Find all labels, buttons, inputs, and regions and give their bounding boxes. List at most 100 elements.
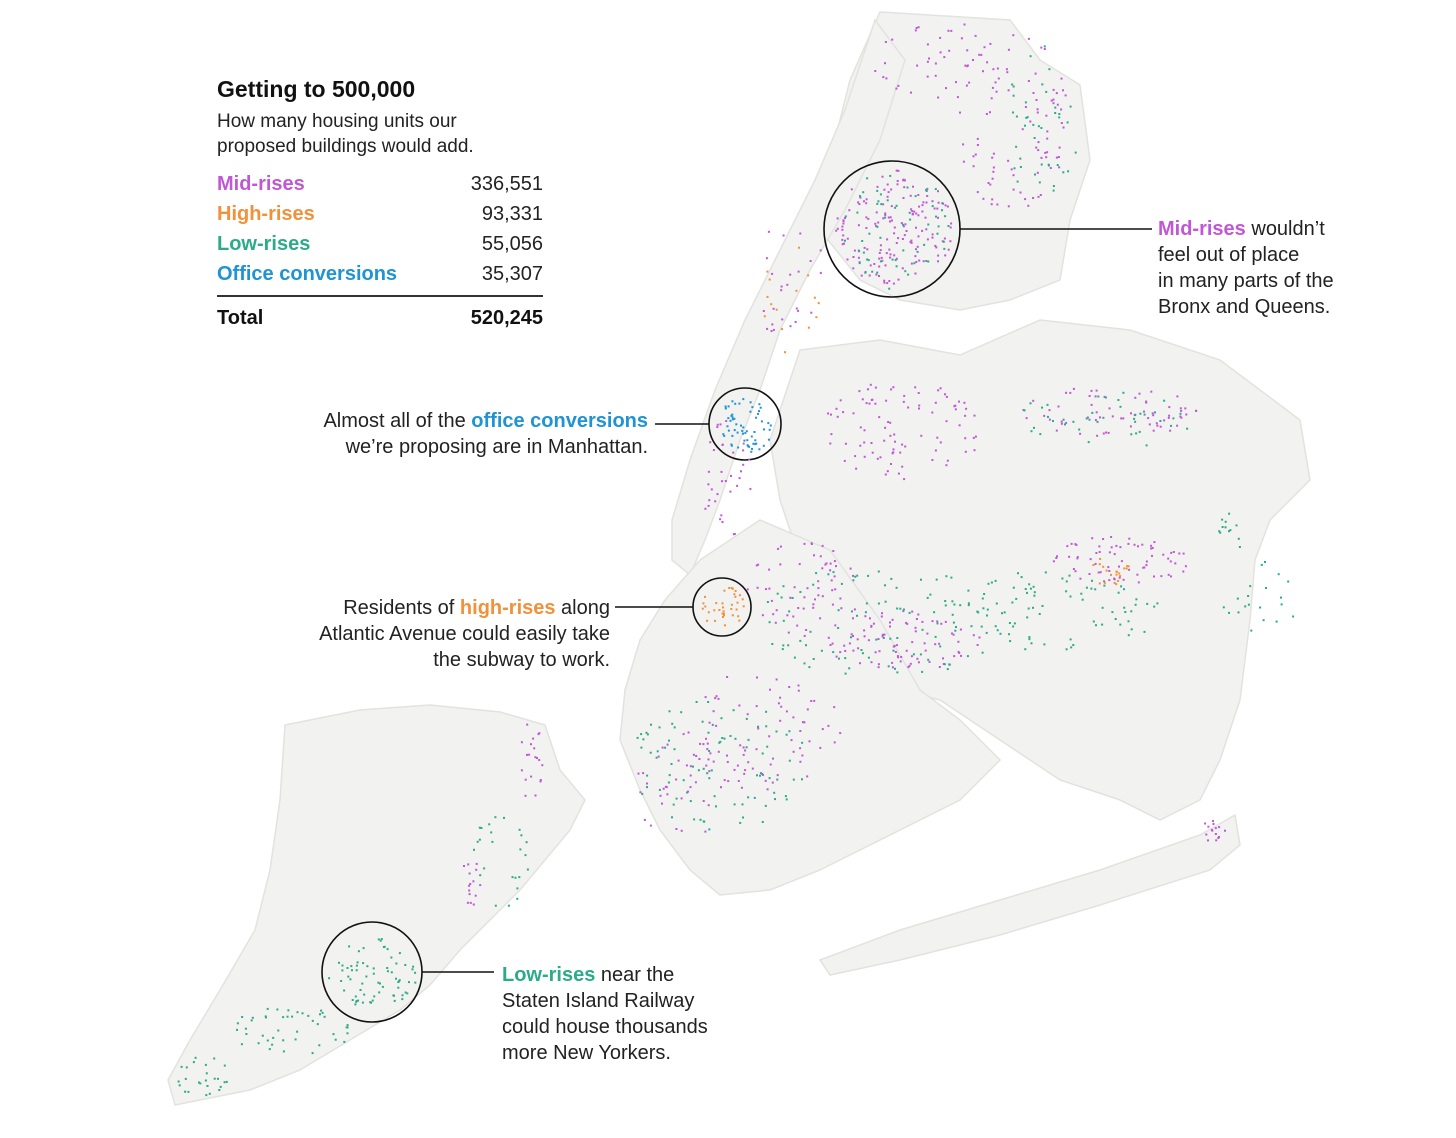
- building-dot-mid: [1108, 551, 1111, 554]
- building-dot-mid: [931, 411, 934, 414]
- building-dot-mid: [844, 217, 846, 219]
- building-dot-mid: [1145, 560, 1148, 563]
- building-dot-low: [936, 622, 939, 625]
- building-dot-low: [959, 604, 962, 607]
- building-dot-mid: [806, 775, 809, 778]
- building-dot-mid: [675, 828, 678, 830]
- building-dot-low: [348, 945, 351, 948]
- building-dot-mid: [1179, 415, 1182, 418]
- building-dot-mid: [526, 753, 528, 756]
- legend-rows: Mid-rises 336,551 High-rises 93,331 Low-…: [217, 169, 543, 289]
- building-dot-mid: [740, 786, 743, 789]
- building-dot-low: [927, 260, 930, 263]
- building-dot-mid: [1205, 833, 1208, 836]
- building-dot-low: [1250, 629, 1253, 632]
- building-dot-mid: [463, 865, 465, 867]
- building-dot-office: [767, 422, 770, 425]
- building-dot-low: [185, 1066, 188, 1069]
- building-dot-mid: [739, 744, 742, 747]
- building-dot-mid: [931, 200, 934, 203]
- building-dot-mid: [1046, 130, 1049, 133]
- building-dot-mid: [661, 746, 664, 749]
- building-dot-mid: [755, 705, 758, 708]
- building-dot-low: [1003, 611, 1006, 614]
- building-dot-mid: [863, 441, 866, 444]
- legend-total-value: 520,245: [470, 307, 543, 329]
- building-dot-low: [986, 608, 989, 611]
- building-dot-low: [670, 763, 673, 765]
- building-dot-low: [1015, 597, 1018, 600]
- building-dot-low: [261, 1034, 264, 1037]
- building-dot-mid: [884, 212, 887, 215]
- building-dot-low: [236, 1028, 238, 1031]
- building-dot-low: [673, 748, 676, 751]
- building-dot-mid: [870, 442, 873, 444]
- building-dot-mid: [680, 829, 683, 832]
- building-dot-mid: [797, 684, 800, 687]
- building-dot-low: [359, 989, 362, 991]
- building-dot-mid: [990, 97, 993, 100]
- building-dot-mid: [996, 203, 999, 206]
- building-dot-low: [332, 1033, 335, 1036]
- building-dot-mid: [926, 75, 929, 78]
- building-dot-low: [1224, 520, 1227, 523]
- building-dot-mid: [742, 753, 745, 756]
- building-dot-mid: [792, 615, 795, 618]
- building-dot-mid: [1097, 571, 1100, 574]
- building-dot-mid: [817, 587, 820, 590]
- building-dot-office: [767, 438, 770, 441]
- building-dot-mid: [534, 756, 537, 759]
- building-dot-low: [780, 596, 783, 599]
- annotation-midrise-line2: feel out of place: [1158, 244, 1300, 266]
- building-dot-low: [323, 1015, 326, 1018]
- building-dot-mid: [817, 594, 820, 597]
- building-dot-low: [473, 848, 475, 851]
- building-dot-low: [1218, 530, 1221, 533]
- annotation-lowrise: Low-rises near the Staten Island Railway…: [502, 962, 762, 1066]
- building-dot-high: [714, 619, 716, 622]
- building-dot-low: [192, 1061, 195, 1064]
- building-dot-mid: [841, 238, 844, 241]
- building-dot-low: [1094, 588, 1097, 591]
- building-dot-low: [282, 1039, 285, 1042]
- building-dot-mid: [707, 804, 710, 807]
- building-dot-mid: [926, 238, 929, 241]
- building-dot-mid: [854, 455, 857, 458]
- building-dot-low: [479, 874, 482, 877]
- building-dot-mid: [772, 328, 775, 331]
- building-dot-office: [768, 428, 771, 431]
- building-dot-mid: [877, 663, 880, 666]
- building-dot-low: [198, 1081, 200, 1084]
- building-dot-mid: [850, 633, 853, 636]
- building-dot-mid: [721, 480, 723, 483]
- building-dot-mid: [943, 237, 946, 240]
- building-dot-mid: [863, 246, 866, 249]
- building-dot-mid: [1006, 71, 1009, 74]
- building-dot-mid: [883, 279, 886, 282]
- building-dot-mid: [836, 415, 839, 418]
- building-dot-mid: [957, 640, 960, 643]
- building-dot-mid: [921, 620, 924, 623]
- building-dot-mid: [1099, 571, 1102, 574]
- building-dot-mid: [917, 26, 920, 29]
- building-dot-mid: [958, 400, 960, 403]
- building-dot-low: [296, 1030, 299, 1033]
- building-dot-mid: [1156, 424, 1159, 427]
- building-dot-low: [868, 232, 871, 235]
- building-dot-low: [483, 867, 486, 870]
- building-dot-low: [1186, 427, 1189, 430]
- building-dot-mid: [1122, 578, 1125, 581]
- building-dot-mid: [720, 470, 723, 473]
- building-dot-mid: [759, 772, 762, 775]
- legend-row-midrise: Mid-rises 336,551: [217, 169, 543, 199]
- building-dot-low: [766, 745, 769, 748]
- building-dot-mid: [857, 647, 860, 650]
- building-dot-mid: [875, 225, 878, 228]
- building-dot-mid: [859, 444, 862, 447]
- building-dot-mid: [1155, 422, 1158, 425]
- building-dot-high: [798, 246, 800, 249]
- building-dot-high: [766, 295, 769, 298]
- building-dot-mid: [891, 661, 894, 664]
- building-dot-high: [731, 614, 734, 617]
- building-dot-mid: [917, 613, 920, 616]
